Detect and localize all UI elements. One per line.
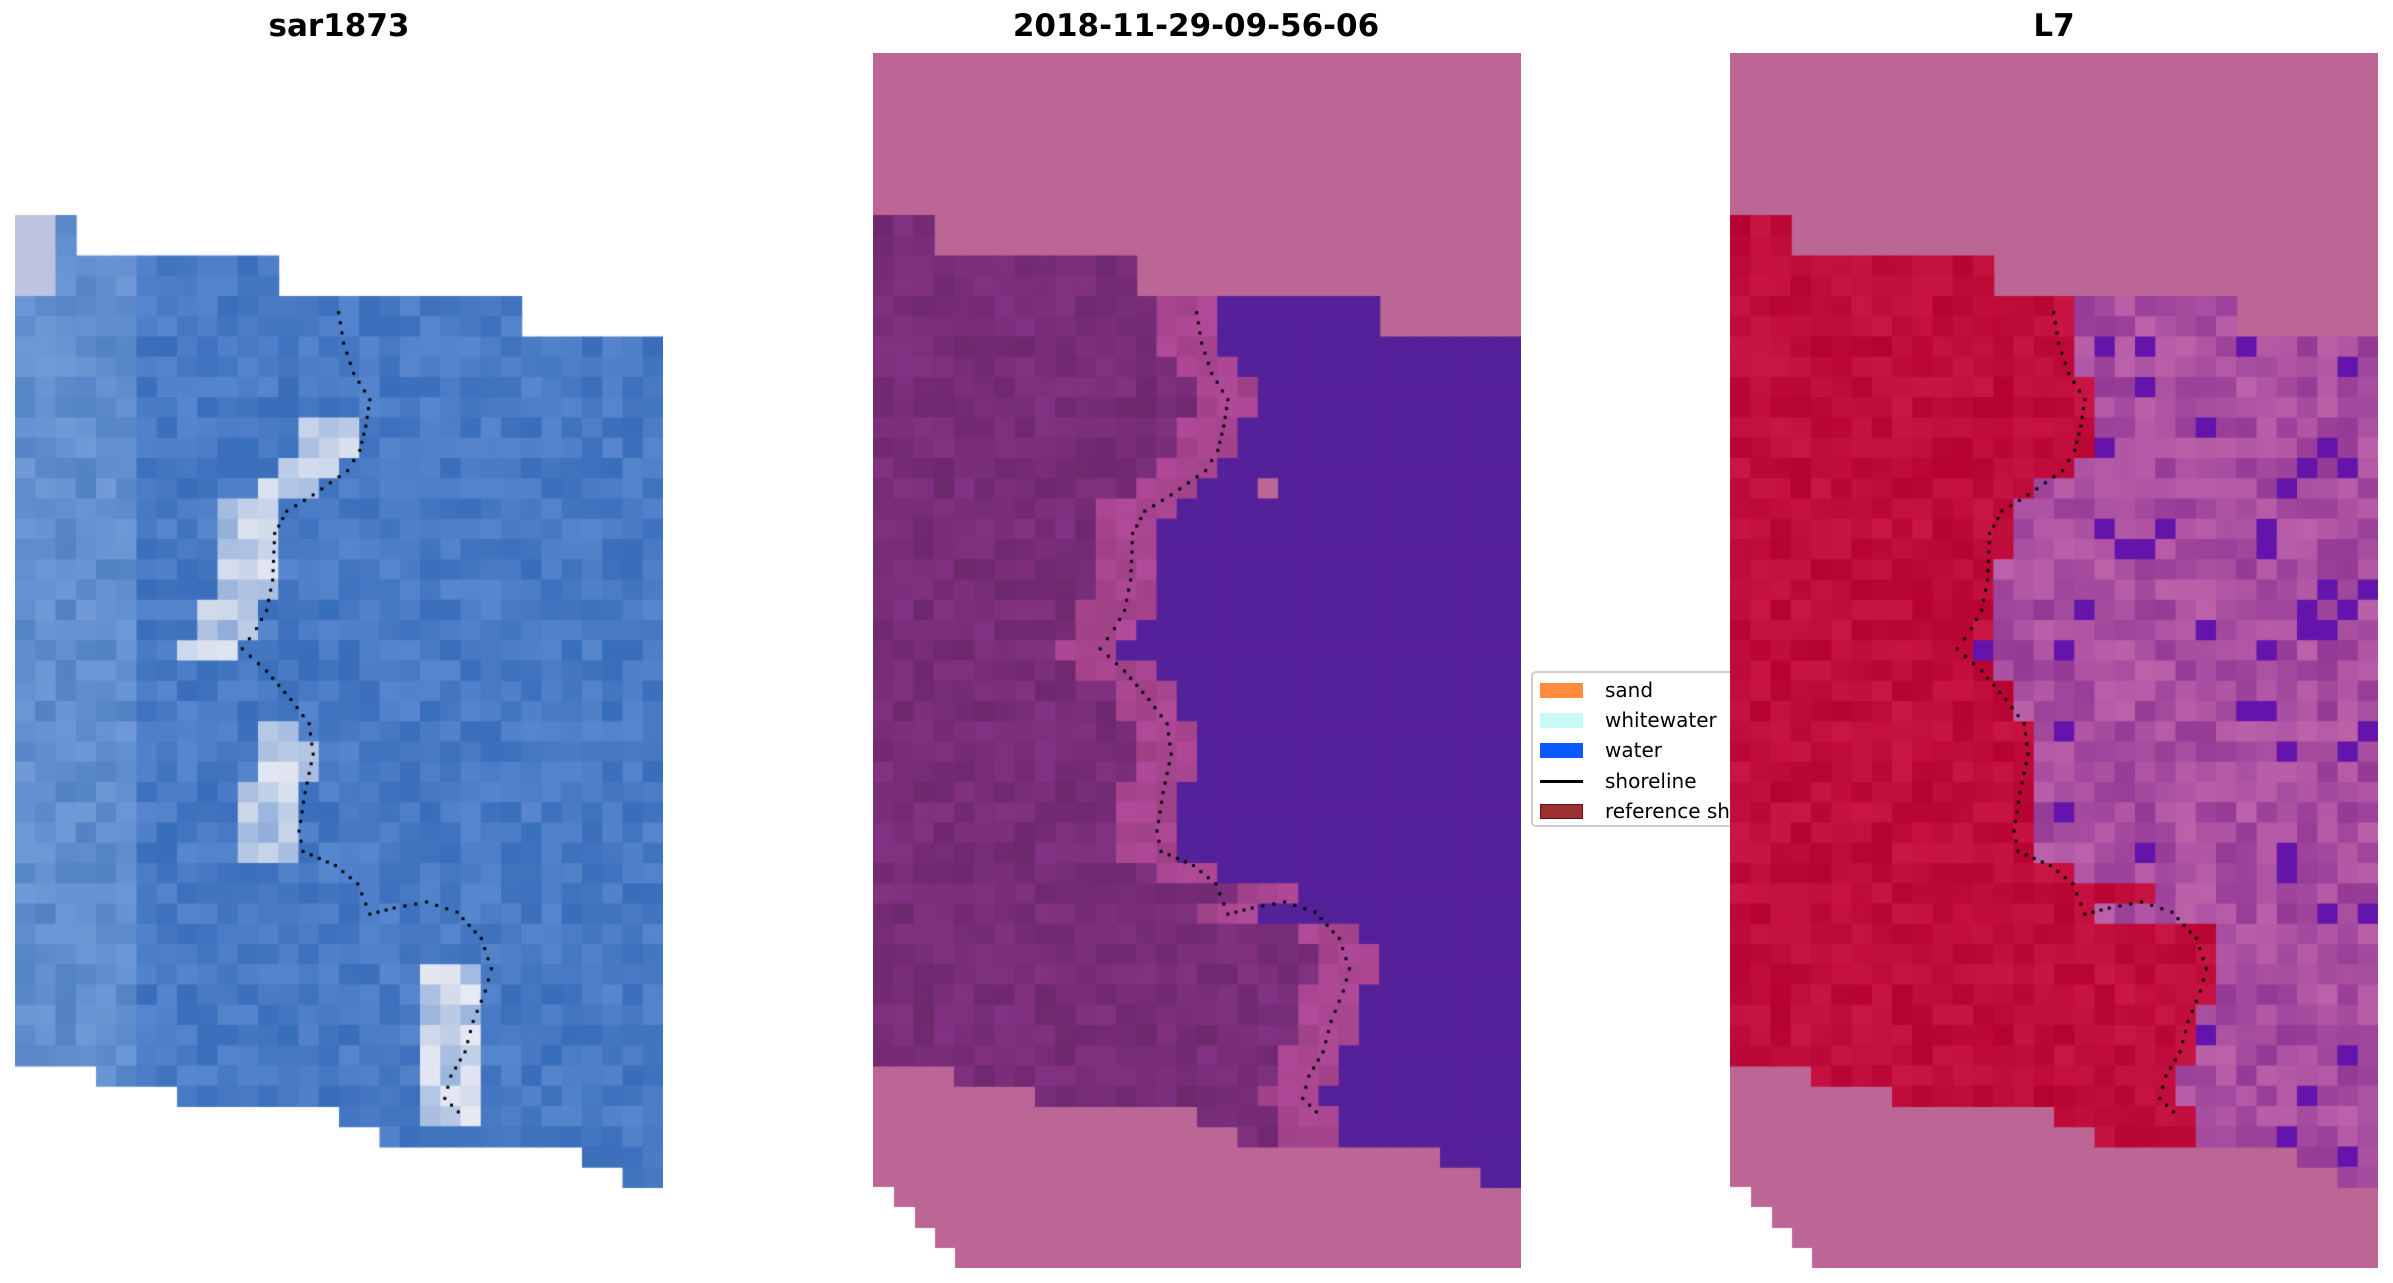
panel-title-sar: sar1873 — [268, 8, 410, 44]
classification-image — [873, 53, 1521, 1268]
shoreline-line-icon — [1540, 779, 1583, 783]
whitewater-swatch — [1540, 712, 1583, 728]
sand-swatch — [1540, 682, 1583, 698]
panel-title-l7: L7 — [2033, 8, 2075, 44]
legend-entry-whitewater: whitewater — [1540, 705, 1717, 735]
legend-entry-shoreline: shoreline — [1540, 766, 1697, 796]
legend-label: sand — [1605, 678, 1654, 702]
legend-entry-sand: sand — [1540, 675, 1653, 705]
water-swatch — [1540, 742, 1583, 758]
l7-image — [1730, 53, 2378, 1268]
legend-entry-water: water — [1540, 735, 1662, 765]
legend-label: shoreline — [1605, 769, 1697, 793]
sar-rgb-image — [15, 53, 663, 1268]
legend-label: whitewater — [1605, 708, 1717, 732]
panel-title-date: 2018-11-29-09-56-06 — [1012, 8, 1380, 44]
legend-label: water — [1605, 738, 1662, 762]
reference-shoreline-swatch — [1540, 803, 1583, 819]
